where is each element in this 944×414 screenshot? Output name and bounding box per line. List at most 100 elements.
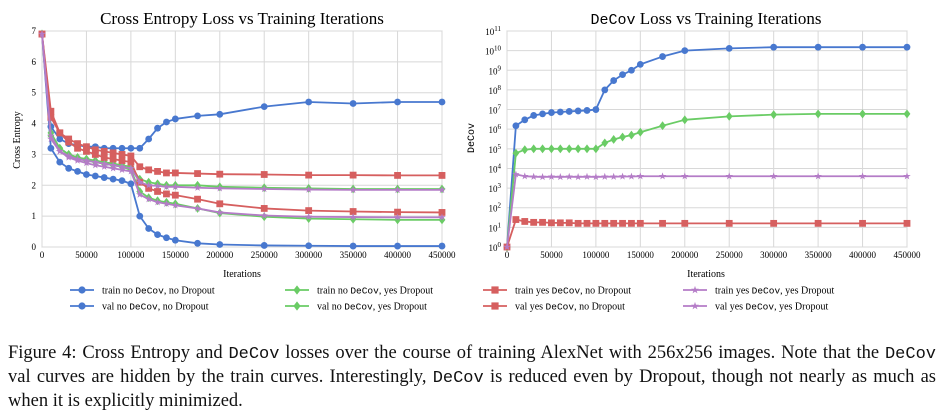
right-point-train-no-no xyxy=(556,108,564,116)
left-point-train-yes-yes xyxy=(171,201,180,209)
right-point-train-yes-no xyxy=(565,219,573,227)
left-point-train-yes-yes xyxy=(118,165,126,174)
caption-decov-1: DeCov xyxy=(228,345,280,364)
right-point-train-no-yes xyxy=(574,144,582,154)
legend-marker-circle xyxy=(78,286,86,294)
right-point-train-no-no xyxy=(574,107,582,115)
left-point-val-yes-no xyxy=(109,149,117,157)
right-y-tick-label: 108 xyxy=(489,84,502,96)
left-point-val-no-no xyxy=(118,144,126,152)
left-point-val-yes-yes xyxy=(260,185,268,193)
right-point-train-yes-no xyxy=(539,218,546,226)
right-point-train-yes-no xyxy=(814,219,822,227)
right-point-train-no-yes xyxy=(530,144,538,154)
right-series-train-yes-yes xyxy=(503,170,911,251)
left-point-train-no-no xyxy=(194,239,201,247)
left-point-val-no-no xyxy=(171,115,179,123)
left-y-tick-label: 2 xyxy=(32,180,37,190)
right-point-train-yes-no xyxy=(530,218,538,226)
left-x-tick-label: 250000 xyxy=(251,250,279,260)
left-point-val-yes-yes xyxy=(38,30,46,38)
left-point-train-yes-no xyxy=(171,191,179,199)
right-point-train-no-yes xyxy=(628,130,635,140)
left-point-train-yes-no xyxy=(216,200,224,208)
right-point-train-no-no xyxy=(859,43,866,51)
left-point-train-yes-yes xyxy=(193,204,202,212)
legend-item-val-yes-no: val yes DeCov, no Dropout xyxy=(483,302,625,313)
left-point-train-no-no xyxy=(216,241,224,248)
right-point-train-yes-no xyxy=(548,219,555,227)
right-point-train-yes-yes xyxy=(609,172,618,180)
right-series-train-no-yes xyxy=(503,109,911,252)
right-point-train-yes-yes xyxy=(529,172,538,180)
right-point-train-yes-no xyxy=(512,216,520,223)
right-point-train-yes-no xyxy=(903,219,911,227)
left-point-train-no-no xyxy=(74,168,81,175)
left-point-train-yes-yes xyxy=(304,212,313,220)
left-point-val-no-no xyxy=(260,103,268,110)
left-point-val-yes-no xyxy=(127,152,135,160)
right-point-train-yes-no xyxy=(574,219,582,227)
figure: Cross Entropy Loss vs Training Iteration… xyxy=(12,9,921,313)
left-x-tick-label: 50000 xyxy=(75,250,98,260)
right-x-tick-label: 400000 xyxy=(849,250,877,260)
right-chart-title: DeCov Loss vs Training Iterations xyxy=(590,9,821,29)
right-point-train-no-no xyxy=(530,112,538,119)
legend-marker-star xyxy=(691,301,699,310)
left-point-train-yes-yes xyxy=(349,213,357,221)
left-point-val-yes-no xyxy=(394,172,401,179)
right-point-train-no-no xyxy=(601,86,609,94)
left-point-val-yes-yes xyxy=(153,181,162,190)
legend-marker-square xyxy=(491,286,499,294)
left-point-val-yes-no xyxy=(260,171,268,178)
left-point-train-no-no xyxy=(260,242,268,249)
left-point-train-yes-no xyxy=(83,147,90,155)
right-point-train-no-yes xyxy=(565,144,573,154)
legend-item-train-no-no: train no DeCov, no Dropout xyxy=(70,286,215,297)
left-point-train-no-no xyxy=(394,242,401,250)
left-point-train-yes-yes xyxy=(127,167,135,175)
left-point-train-no-no xyxy=(65,164,73,172)
left-point-val-yes-no xyxy=(163,169,170,177)
left-point-train-no-no xyxy=(171,236,179,244)
left-y-tick-label: 5 xyxy=(32,88,37,98)
right-point-train-no-yes xyxy=(548,144,555,154)
right-point-train-no-yes xyxy=(601,138,609,148)
right-point-train-no-no xyxy=(636,60,644,68)
left-point-train-no-no xyxy=(349,242,357,250)
right-point-train-no-yes xyxy=(610,135,618,144)
left-y-tick-label: 1 xyxy=(32,211,37,221)
right-ticks: 0 50000 100000 150000 200000 250000 300000 3500… xyxy=(485,25,921,260)
left-point-val-yes-no xyxy=(91,146,99,154)
right-y-tick-label: 104 xyxy=(489,162,502,174)
caption-decov-2: DeCov xyxy=(884,345,936,364)
right-y-axis-label: DeCov xyxy=(467,123,478,153)
left-point-val-yes-yes xyxy=(193,183,202,191)
right-point-train-yes-yes xyxy=(547,172,556,180)
right-point-train-yes-no xyxy=(583,219,591,227)
right-point-train-no-no xyxy=(619,71,626,79)
left-point-train-yes-no xyxy=(127,158,135,166)
left-point-val-yes-no xyxy=(74,140,81,148)
right-point-train-no-yes xyxy=(583,144,591,154)
left-point-val-no-no xyxy=(394,98,401,106)
right-point-train-yes-no xyxy=(636,219,644,227)
legend-label: train no DeCov, yes Dropout xyxy=(317,286,433,297)
right-point-train-no-no xyxy=(583,107,591,114)
right-y-tick-label: 1011 xyxy=(485,25,501,37)
right-point-train-yes-yes xyxy=(538,173,547,181)
left-point-val-yes-yes xyxy=(91,158,100,166)
right-x-tick-label: 150000 xyxy=(627,250,655,260)
right-point-train-no-no xyxy=(681,47,689,55)
left-point-val-no-no xyxy=(154,124,161,132)
right-point-train-yes-yes xyxy=(583,172,591,180)
left-point-train-no-no xyxy=(83,171,90,178)
right-point-train-yes-yes xyxy=(903,172,911,180)
legend-item-val-no-yes: val no DeCov, yes Dropout xyxy=(285,301,427,313)
right-point-train-yes-yes xyxy=(565,172,573,180)
caption-decov-3: DeCov xyxy=(432,369,484,388)
left-chart-title: Cross Entropy Loss vs Training Iteration… xyxy=(100,9,384,28)
right-point-train-no-yes xyxy=(556,144,564,154)
left-point-train-yes-yes xyxy=(438,213,446,221)
left-point-val-yes-yes xyxy=(56,147,64,155)
